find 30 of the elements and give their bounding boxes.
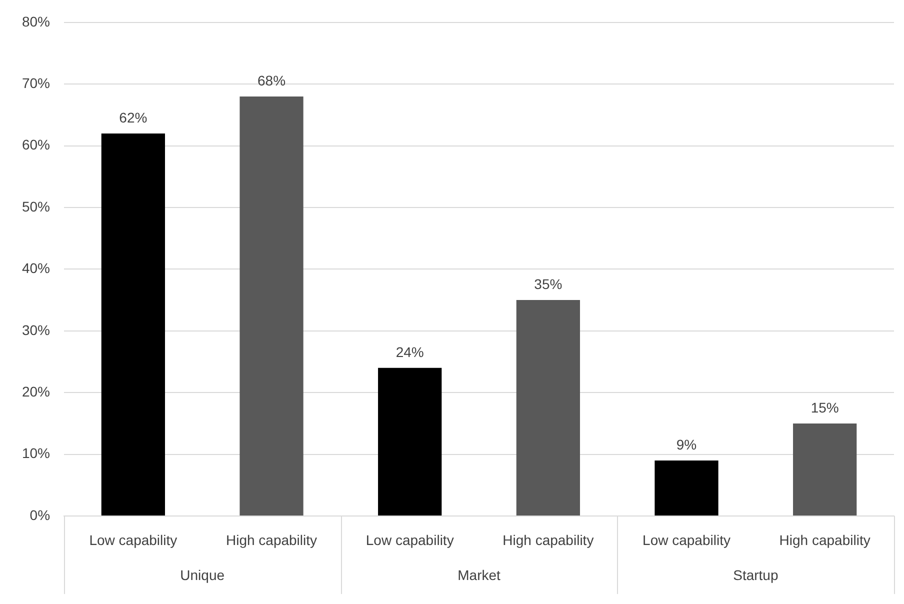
y-tick-label: 20% bbox=[22, 383, 50, 400]
y-tick-label: 10% bbox=[22, 445, 50, 462]
data-label: 24% bbox=[396, 344, 424, 360]
y-tick-label: 80% bbox=[22, 13, 50, 30]
y-tick-label: 60% bbox=[22, 136, 50, 153]
data-label: 9% bbox=[676, 436, 697, 452]
text: High capability bbox=[502, 532, 594, 548]
bar bbox=[654, 460, 718, 516]
y-tick-label: 70% bbox=[22, 74, 50, 91]
data-label: 62% bbox=[119, 109, 148, 126]
bar bbox=[793, 423, 857, 516]
bar bbox=[101, 133, 165, 516]
bar bbox=[240, 96, 304, 516]
y-tick-label: 40% bbox=[22, 260, 50, 276]
data-label: 68% bbox=[258, 72, 286, 88]
text: Low capability bbox=[642, 532, 730, 548]
series-label: High capability bbox=[226, 532, 318, 548]
text: High capability bbox=[779, 532, 870, 548]
data-label: 35% bbox=[534, 276, 562, 292]
x-tick-label: Startup bbox=[733, 566, 778, 583]
x-tick-label: Unique bbox=[180, 566, 225, 583]
y-tick-label: 0% bbox=[30, 506, 50, 523]
text: Low capability bbox=[89, 532, 178, 548]
bar bbox=[516, 300, 580, 516]
series-label: Low capability bbox=[366, 532, 454, 548]
data-label: 15% bbox=[810, 399, 839, 416]
x-tick-label: Market bbox=[458, 566, 501, 583]
bar bbox=[378, 368, 442, 516]
y-tick-label: 50% bbox=[22, 198, 50, 214]
y-tick-label: 30% bbox=[22, 322, 50, 338]
